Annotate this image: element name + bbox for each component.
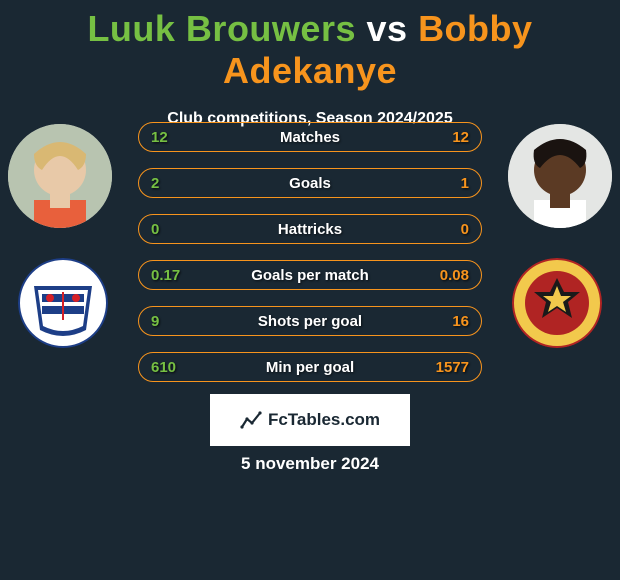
player2-club-crest	[512, 258, 602, 348]
stat-row: 9 Shots per goal 16	[138, 306, 482, 336]
club-crest-heerenveen-icon	[18, 258, 108, 348]
stat-right-value: 16	[452, 313, 469, 330]
date-label: 5 november 2024	[0, 454, 620, 474]
stat-row: 0 Hattricks 0	[138, 214, 482, 244]
stat-row: 2 Goals 1	[138, 168, 482, 198]
stat-right-value: 1	[461, 175, 469, 192]
player2-avatar	[508, 124, 612, 228]
stat-right-value: 0	[461, 221, 469, 238]
comparison-title: Luuk Brouwers vs Bobby Adekanye	[0, 0, 620, 92]
player1-name: Luuk Brouwers	[87, 8, 356, 49]
stat-label: Matches	[280, 129, 340, 146]
stat-left-value: 12	[151, 129, 168, 146]
stat-right-value: 12	[452, 129, 469, 146]
player2-avatar-icon	[508, 124, 612, 228]
stat-row: 12 Matches 12	[138, 122, 482, 152]
stat-left-value: 610	[151, 359, 176, 376]
branding-banner: FcTables.com	[210, 394, 410, 446]
stat-label: Min per goal	[266, 359, 354, 376]
player1-avatar-icon	[8, 124, 112, 228]
stat-label: Shots per goal	[258, 313, 362, 330]
stat-right-value: 0.08	[440, 267, 469, 284]
stat-label: Goals per match	[251, 267, 369, 284]
player1-avatar	[8, 124, 112, 228]
stat-row: 610 Min per goal 1577	[138, 352, 482, 382]
stats-container: 12 Matches 12 2 Goals 1 0 Hattricks 0 0.…	[138, 122, 482, 398]
fctables-logo-icon	[240, 409, 262, 431]
stat-left-value: 2	[151, 175, 159, 192]
stat-left-value: 0	[151, 221, 159, 238]
branding-label: FcTables.com	[268, 410, 380, 430]
stat-right-value: 1577	[436, 359, 469, 376]
stat-left-value: 9	[151, 313, 159, 330]
vs-text: vs	[367, 8, 408, 49]
stat-row: 0.17 Goals per match 0.08	[138, 260, 482, 290]
stat-label: Goals	[289, 175, 331, 192]
club-crest-goaheadeagles-icon	[512, 258, 602, 348]
stat-left-value: 0.17	[151, 267, 180, 284]
player1-club-crest	[18, 258, 108, 348]
stat-label: Hattricks	[278, 221, 342, 238]
